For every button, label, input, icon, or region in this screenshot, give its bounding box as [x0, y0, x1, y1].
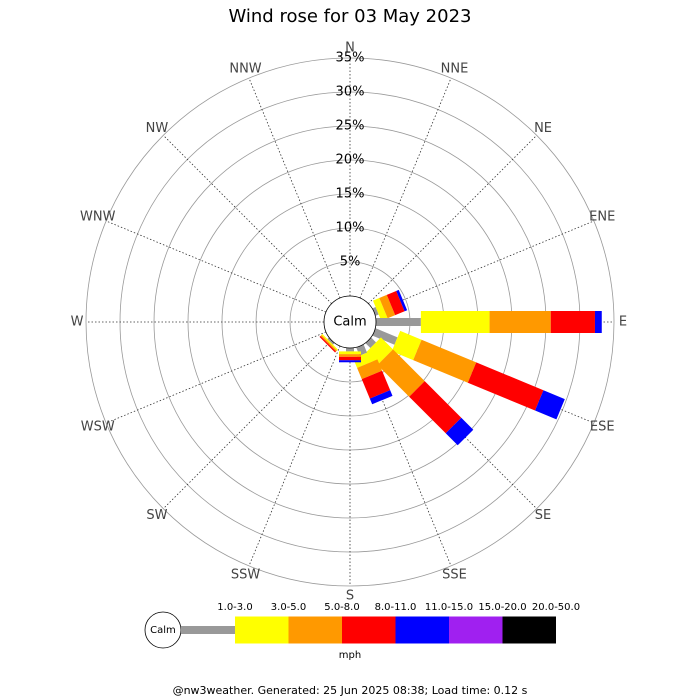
bar-segment: [361, 370, 391, 399]
legend-label: 20.0-50.0: [532, 602, 580, 613]
bar-segment: [379, 294, 396, 319]
bar-segment: [372, 307, 379, 316]
legend-swatch: [181, 626, 235, 634]
direction-label: ENE: [589, 210, 615, 225]
bar-segment: [346, 348, 354, 352]
ring-label: 35%: [336, 51, 365, 66]
bar-segment: [339, 356, 361, 361]
bar-segment: [489, 311, 551, 333]
ring-label: 5%: [340, 255, 361, 270]
legend-label: 8.0-11.0: [375, 602, 417, 613]
direction-label: W: [71, 315, 84, 330]
direction-label: SSE: [442, 568, 467, 583]
direction-line: [163, 340, 332, 509]
bar-segment: [372, 328, 398, 345]
bar-segment: [339, 351, 361, 355]
direction-label: N: [345, 41, 355, 56]
bar-segment: [396, 289, 408, 312]
direction-line: [163, 135, 332, 304]
chart-title: Wind rose for 03 May 2023: [229, 6, 472, 27]
legend-unit: mph: [339, 650, 361, 661]
legend-swatch: [288, 616, 342, 644]
direction-label: NW: [146, 121, 169, 136]
legend-label: 15.0-20.0: [478, 602, 526, 613]
legend-label: 3.0-5.0: [271, 602, 306, 613]
bar-segment: [413, 339, 477, 383]
direction-label: ESE: [590, 419, 615, 434]
bar-segment: [550, 311, 595, 333]
bar-segment: [357, 359, 383, 380]
bar-segment: [339, 360, 361, 363]
bar-segment: [321, 334, 338, 351]
bar-segment: [320, 335, 337, 352]
legend-swatch: [395, 616, 449, 644]
ring-label: 15%: [336, 187, 365, 202]
ring-label: 30%: [336, 85, 365, 100]
calm-label: Calm: [333, 315, 366, 330]
bar-segment: [319, 335, 337, 353]
direction-line: [373, 220, 595, 313]
legend-calm-label: Calm: [150, 625, 176, 636]
direction-label: S: [346, 589, 354, 604]
direction-line: [105, 220, 327, 313]
ring-label: 10%: [336, 221, 365, 236]
bar-segment: [467, 362, 544, 411]
direction-label: NNE: [441, 61, 469, 76]
direction-line: [368, 135, 537, 304]
ring-label: 20%: [336, 153, 365, 168]
ring-label: 25%: [336, 119, 365, 134]
bar-segment: [386, 290, 405, 316]
direction-label: NE: [534, 121, 552, 136]
legend-swatch: [235, 616, 289, 644]
direction-label: WNW: [80, 210, 116, 225]
direction-label: WSW: [81, 419, 115, 434]
bar-segment: [327, 337, 335, 345]
bar-segment: [369, 390, 393, 405]
bar-segment: [365, 337, 377, 349]
bar-segment: [445, 417, 474, 446]
bar-segment: [376, 318, 421, 326]
direction-line: [105, 331, 327, 424]
bar-segment: [377, 349, 425, 397]
bar-segment: [391, 330, 422, 361]
legend-label: 11.0-15.0: [425, 602, 473, 613]
footer: @nw3weather. Generated: 25 Jun 2025 08:3…: [173, 684, 528, 697]
legend-swatch: [502, 616, 556, 644]
calm-circle: [323, 295, 377, 349]
bar-segment: [353, 349, 378, 368]
bar-segment: [535, 390, 565, 420]
direction-label: E: [619, 315, 627, 330]
direction-line: [359, 77, 452, 299]
legend-swatch: [449, 616, 503, 644]
legend-swatch: [342, 616, 396, 644]
bar-segment: [339, 354, 361, 357]
direction-label: SW: [146, 508, 167, 523]
bar-segment: [594, 311, 602, 333]
direction-line: [248, 345, 341, 567]
direction-line: [248, 77, 341, 299]
legend-label: 5.0-8.0: [324, 602, 359, 613]
bar-segment: [409, 381, 462, 434]
legend-label: 1.0-3.0: [217, 602, 252, 613]
bar-segment: [420, 311, 490, 333]
direction-label: NNW: [229, 61, 261, 76]
bar-segment: [372, 297, 388, 321]
direction-label: SSW: [231, 568, 261, 583]
grid-ring: [85, 57, 615, 587]
direction-label: SE: [535, 508, 551, 523]
